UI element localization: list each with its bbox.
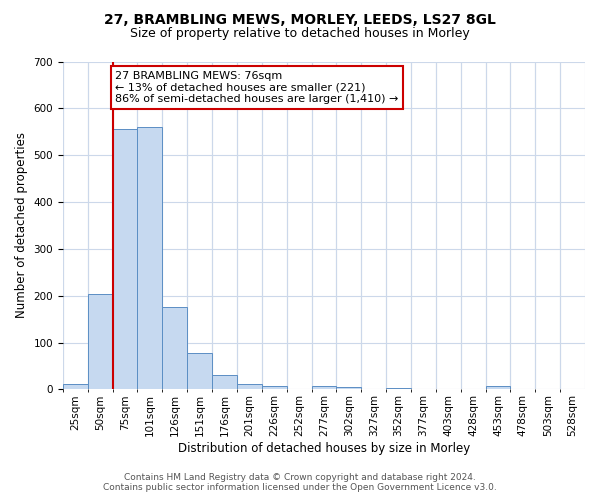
Bar bbox=[485, 386, 511, 390]
Bar bbox=[237, 384, 262, 390]
Bar bbox=[212, 376, 237, 390]
Bar bbox=[88, 294, 113, 390]
Bar bbox=[337, 387, 361, 390]
Bar bbox=[63, 384, 88, 390]
X-axis label: Distribution of detached houses by size in Morley: Distribution of detached houses by size … bbox=[178, 442, 470, 455]
Bar bbox=[262, 386, 287, 390]
Text: 27 BRAMBLING MEWS: 76sqm
← 13% of detached houses are smaller (221)
86% of semi-: 27 BRAMBLING MEWS: 76sqm ← 13% of detach… bbox=[115, 71, 398, 104]
Bar bbox=[311, 386, 337, 390]
Bar bbox=[386, 388, 411, 390]
Text: Size of property relative to detached houses in Morley: Size of property relative to detached ho… bbox=[130, 28, 470, 40]
Bar bbox=[163, 306, 187, 390]
Bar bbox=[113, 129, 137, 390]
Bar bbox=[187, 354, 212, 390]
Text: 27, BRAMBLING MEWS, MORLEY, LEEDS, LS27 8GL: 27, BRAMBLING MEWS, MORLEY, LEEDS, LS27 … bbox=[104, 12, 496, 26]
Bar bbox=[137, 127, 163, 390]
Y-axis label: Number of detached properties: Number of detached properties bbox=[15, 132, 28, 318]
Text: Contains HM Land Registry data © Crown copyright and database right 2024.
Contai: Contains HM Land Registry data © Crown c… bbox=[103, 473, 497, 492]
